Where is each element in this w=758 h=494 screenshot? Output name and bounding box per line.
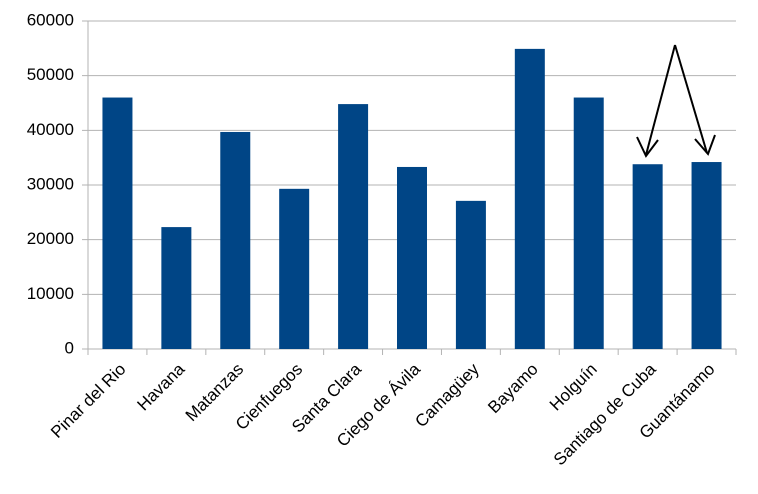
bar — [632, 164, 663, 349]
x-tick-label: Pinar del Rio — [47, 360, 129, 442]
bar — [220, 131, 251, 349]
x-tick-label: Santiago de Cuba — [550, 359, 660, 469]
bar — [573, 97, 604, 350]
bar — [161, 227, 192, 349]
bar — [397, 166, 427, 349]
bar — [102, 97, 133, 350]
y-tick-label: 20000 — [27, 229, 74, 248]
bar — [279, 188, 310, 349]
annotation-arrows — [636, 44, 716, 158]
bar — [691, 162, 722, 349]
bar — [338, 104, 369, 350]
x-tick-label: Holguín — [546, 360, 601, 415]
y-tick-label: 60000 — [27, 10, 74, 29]
x-tick-label: Havana — [133, 359, 188, 414]
y-tick-label: 50000 — [27, 65, 74, 84]
y-tick-label: 40000 — [27, 120, 74, 139]
y-tick-label: 0 — [65, 338, 74, 357]
y-tick-label: 30000 — [27, 174, 74, 193]
x-tick-label: Camagüey — [411, 359, 483, 431]
y-tick-label: 10000 — [27, 284, 74, 303]
bar — [514, 48, 545, 349]
bar — [455, 200, 486, 349]
x-tick-label: Bayamo — [484, 360, 542, 418]
